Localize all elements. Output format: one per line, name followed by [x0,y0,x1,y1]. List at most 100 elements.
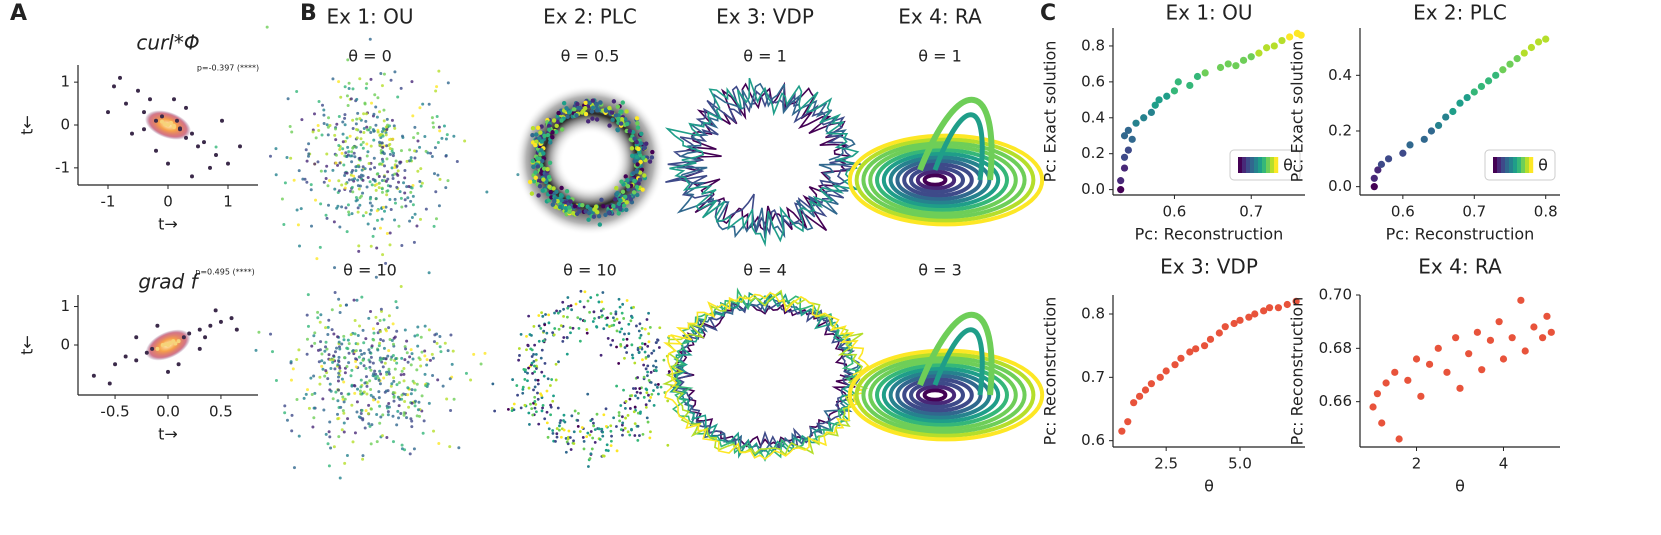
sample [586,392,590,396]
panel-label: C [1040,1,1056,26]
sample [533,385,537,389]
sample [609,444,613,448]
sample [585,328,589,331]
sample [387,401,391,405]
sample [562,307,565,311]
sample [548,190,553,195]
sample [636,396,640,400]
sample [391,154,395,158]
point [148,97,152,102]
sample [539,356,543,360]
sample [333,133,337,137]
sample [345,365,349,369]
sample [341,409,345,413]
sample [326,133,330,137]
sample [646,370,650,374]
sample [433,333,437,337]
sample [375,115,379,119]
sample [572,204,578,209]
sample [342,338,346,342]
sample [368,197,372,201]
sample [356,342,360,346]
sample [405,416,409,420]
sample [551,432,555,435]
sample [360,408,364,412]
point [197,346,202,351]
sample [557,428,561,432]
sample [392,395,396,399]
sample [632,305,635,309]
sample [391,440,395,444]
point [1478,366,1486,374]
point [1547,328,1555,336]
sample [587,206,593,212]
point [1412,355,1421,363]
sample [398,190,402,194]
y-tick-label: 0.4 [1328,66,1352,84]
sample [405,185,409,189]
sample [631,356,635,360]
sample [311,130,315,134]
sample [320,359,324,363]
sample [392,399,396,403]
sample [364,367,368,371]
sample [546,123,552,129]
sample [630,428,633,432]
sample [529,347,533,351]
y-axis-label: Pc: Reconstruction [1288,297,1307,446]
sample [327,464,331,468]
sample [358,156,362,160]
sample [380,178,384,182]
sample [412,240,416,244]
sample [388,184,392,188]
sample [364,337,368,341]
sample [590,116,595,121]
sample [374,377,378,381]
x-tick-label: 0.8 [1534,203,1558,221]
sample [366,412,370,416]
sample [346,145,350,149]
sample [384,357,388,361]
sample [572,439,575,443]
sample [325,216,329,220]
sample [365,392,369,396]
sample [590,98,596,103]
sample [536,193,541,198]
sample [409,156,413,160]
x-tick-label: 0.6 [1391,203,1415,221]
sample [297,348,301,352]
sample [382,356,386,360]
sample [532,359,536,363]
sample [535,367,538,370]
point [1427,127,1436,135]
point [1534,38,1543,46]
sample [396,169,400,173]
sample [361,146,365,150]
y-tick-label: 0.2 [1081,144,1105,162]
panel-label: A [10,1,27,26]
sample [599,353,603,357]
sample [533,142,538,148]
sample [596,214,602,219]
colorbar-step [1517,157,1522,173]
sample [419,335,423,339]
sample [305,180,309,184]
sample [364,112,368,116]
sample [631,190,637,195]
sample [387,314,391,318]
sample [410,388,414,392]
sample [297,434,301,438]
colorbar-step [1238,157,1243,173]
x-tick-label: -1 [101,193,116,211]
sample [647,311,650,315]
sample [402,367,406,371]
x-tick-label: 0.7 [1239,203,1263,221]
point [1374,166,1382,174]
sample [450,362,454,366]
sample [559,324,563,328]
chart-title: Ex 2: PLC [1413,1,1507,25]
sample [527,314,531,318]
sample [337,144,341,148]
sample [598,437,602,441]
